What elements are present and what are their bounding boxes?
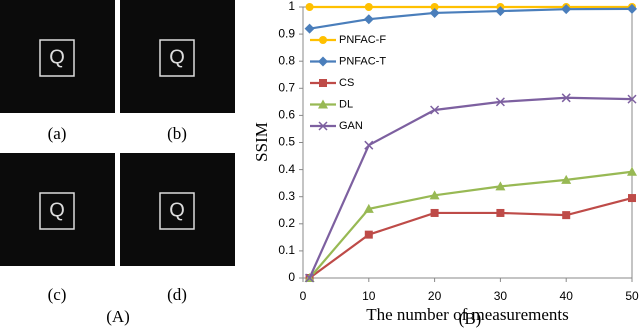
x-axis-label: The number of measurements: [366, 305, 569, 324]
marker: [561, 93, 571, 103]
marker: [430, 105, 440, 115]
image-frame: [39, 192, 75, 230]
series-line: [309, 7, 633, 30]
legend-marker: [318, 121, 328, 131]
marker: [561, 4, 572, 15]
y-tick-label: 0.4: [278, 162, 295, 176]
legend-label: GAN: [339, 120, 363, 132]
image: [0, 0, 115, 113]
y-tick-label: 0.7: [278, 80, 295, 94]
legend-marker: [319, 79, 327, 87]
marker: [304, 23, 315, 34]
y-tick-label: 1: [288, 0, 295, 13]
x-tick-label: 30: [494, 289, 508, 303]
marker: [495, 181, 506, 191]
y-tick-label: 0.9: [278, 26, 295, 40]
marker: [364, 230, 373, 239]
image-glyph: Q: [169, 46, 185, 68]
marker: [627, 94, 637, 104]
image-frame: [39, 39, 75, 77]
marker: [495, 97, 505, 107]
image: [120, 0, 235, 113]
y-tick-label: 0: [288, 270, 295, 284]
marker: [562, 211, 571, 220]
image-caption: (b): [167, 124, 187, 143]
y-tick-label: 0.2: [278, 216, 295, 230]
image: [0, 153, 115, 266]
legend-marker: [319, 36, 327, 44]
marker: [495, 6, 506, 17]
image-glyph: Q: [49, 46, 65, 68]
marker: [363, 203, 374, 213]
panel-label: (A): [106, 307, 130, 326]
y-tick-label: 0.1: [278, 243, 295, 257]
y-tick-label: 0.3: [278, 189, 295, 203]
marker: [429, 7, 440, 18]
marker: [429, 190, 440, 200]
panel-label: (B): [459, 309, 482, 328]
image-caption: (c): [48, 285, 67, 304]
marker: [364, 140, 374, 150]
marker: [430, 3, 439, 11]
marker: [561, 174, 572, 184]
x-tick-label: 10: [362, 289, 376, 303]
series-line: [308, 96, 633, 279]
plot-frame: [302, 6, 633, 279]
legend-marker: [318, 99, 328, 109]
legend-label: PNFAC-F: [339, 34, 386, 46]
x-tick-label: 20: [428, 289, 442, 303]
marker: [430, 208, 439, 217]
legend-marker: [318, 56, 328, 67]
image-caption: (d): [167, 285, 187, 304]
x-tick-label: 50: [625, 289, 639, 303]
marker: [627, 166, 637, 176]
image-frame: [159, 39, 195, 77]
legend-label: DL: [339, 98, 353, 110]
marker: [305, 273, 315, 283]
series-line: [308, 196, 633, 279]
image: [120, 153, 235, 266]
y-tick-label: 0.6: [278, 108, 295, 122]
series-line: [308, 170, 633, 279]
marker: [305, 3, 314, 11]
x-tick-label: 0: [300, 289, 307, 303]
marker: [363, 14, 374, 25]
legend-label: CS: [339, 77, 354, 89]
image-glyph: Q: [169, 199, 185, 221]
image-glyph: Q: [49, 199, 65, 221]
marker: [628, 194, 636, 203]
x-tick-label: 40: [560, 289, 574, 303]
legend-label: PNFAC-T: [339, 55, 386, 67]
y-tick-label: 0.8: [278, 53, 295, 67]
y-axis-label: SSIM: [252, 122, 271, 162]
image-frame: [159, 192, 195, 230]
image-caption: (a): [48, 124, 67, 143]
marker: [364, 3, 373, 11]
marker: [627, 3, 637, 14]
marker: [496, 208, 505, 217]
y-tick-label: 0.5: [278, 135, 295, 149]
